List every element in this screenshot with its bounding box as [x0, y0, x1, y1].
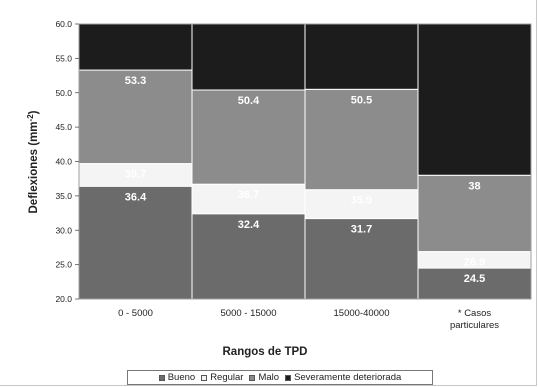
x-category-label-line: particulares: [450, 320, 499, 331]
data-label-2-6: 31.7: [351, 224, 372, 236]
x-axis-title: Rangos de TPD: [223, 346, 308, 358]
bar-segment-severamente-deteriorada-0: [78, 23, 193, 71]
y-axis-title: Deflexiones (mm-2): [26, 110, 40, 213]
legend-label: Bueno: [167, 372, 196, 383]
data-label-1-4: 36.7: [238, 189, 259, 201]
legend-item-severamente-deteriorada: Severamente deteriorada: [285, 372, 401, 383]
bar-segment-bueno-1: [191, 213, 306, 300]
y-tick-label-3: 35.0: [55, 191, 72, 201]
bar-segment-malo-3: [417, 174, 532, 253]
data-label-2-7: 35.9: [351, 195, 372, 207]
y-tick-label-6: 50.0: [55, 88, 72, 98]
bar-segment-severamente-deteriorada-2: [304, 23, 419, 90]
y-axis-title-superscript: -2: [26, 114, 35, 122]
bar-segment-regular-2: [304, 189, 419, 220]
bar-segment-bueno-3: [417, 267, 532, 300]
y-axis-title-close: ): [28, 110, 40, 114]
x-category-label-2: 15000-40000: [334, 308, 390, 319]
data-label-3-11: 38: [468, 180, 480, 192]
data-label-0-2: 53.3: [125, 75, 146, 87]
legend-item-malo: Malo: [249, 372, 279, 383]
data-labels-layer: 36.4 39.7 53.3 32.4 36.7 50.4 31.7 35.9 50.5 24.5…: [125, 75, 485, 285]
x-category-label-line: 15000-40000: [334, 308, 390, 319]
x-category-label-3: * Casos particulares: [450, 308, 499, 331]
x-category-label-line: 5000 - 15000: [221, 308, 277, 319]
data-label-0-1: 39.7: [125, 169, 146, 181]
legend-label: Malo: [258, 372, 280, 383]
legend-swatch: [201, 374, 208, 381]
bar-segment-bueno-0: [78, 185, 193, 300]
legend-label: Regular: [210, 372, 244, 383]
deflexiones-stacked-bar-chart: 36.4 39.7 53.3 32.4 36.7 50.4 31.7 35.9 50.5 24.5…: [26, 19, 532, 358]
data-label-3-10: 26.9: [464, 257, 485, 269]
data-label-1-3: 32.4: [238, 219, 260, 231]
x-category-label-0: 0 - 5000: [118, 308, 153, 319]
x-category-label-line: 0 - 5000: [118, 308, 153, 319]
data-label-0-0: 36.4: [125, 191, 147, 203]
y-tick-label-2: 30.0: [55, 225, 72, 235]
y-tick-label-4: 40.0: [55, 157, 72, 167]
y-axis: 20.0 25.0 30.0 35.0 40.0 45.0 50.0 55.0 60.0: [55, 19, 79, 304]
data-label-1-5: 50.4: [238, 95, 260, 107]
legend-item-regular: Regular: [201, 372, 243, 383]
y-axis-title-text: Deflexiones (mm: [28, 121, 40, 213]
data-label-2-8: 50.5: [351, 94, 372, 106]
legend-swatch: [249, 374, 256, 381]
bars-layer: [78, 23, 532, 300]
bar-segment-severamente-deteriorada-3: [417, 23, 532, 176]
x-category-label-line: * Casos: [458, 308, 492, 319]
legend-swatch: [158, 374, 165, 381]
bar-segment-severamente-deteriorada-1: [191, 23, 306, 91]
y-tick-label-8: 60.0: [55, 19, 72, 29]
y-tick-label-5: 45.0: [55, 122, 72, 132]
data-label-3-9: 24.5: [464, 273, 485, 285]
y-tick-label-1: 25.0: [55, 260, 72, 270]
y-tick-label-7: 55.0: [55, 53, 72, 63]
legend-item-bueno: Bueno: [158, 372, 196, 383]
x-axis-category-labels: 0 - 5000 5000 - 15000 15000-40000 * Casos pa…: [118, 308, 499, 331]
bar-segment-malo-2: [304, 88, 419, 191]
y-tick-label-0: 20.0: [55, 294, 72, 304]
legend-label: Severamente deteriorada: [294, 372, 402, 383]
x-category-label-1: 5000 - 15000: [221, 308, 277, 319]
legend: Bueno Regular Malo Severamente deteriorada: [127, 370, 433, 385]
legend-swatch: [285, 374, 292, 381]
